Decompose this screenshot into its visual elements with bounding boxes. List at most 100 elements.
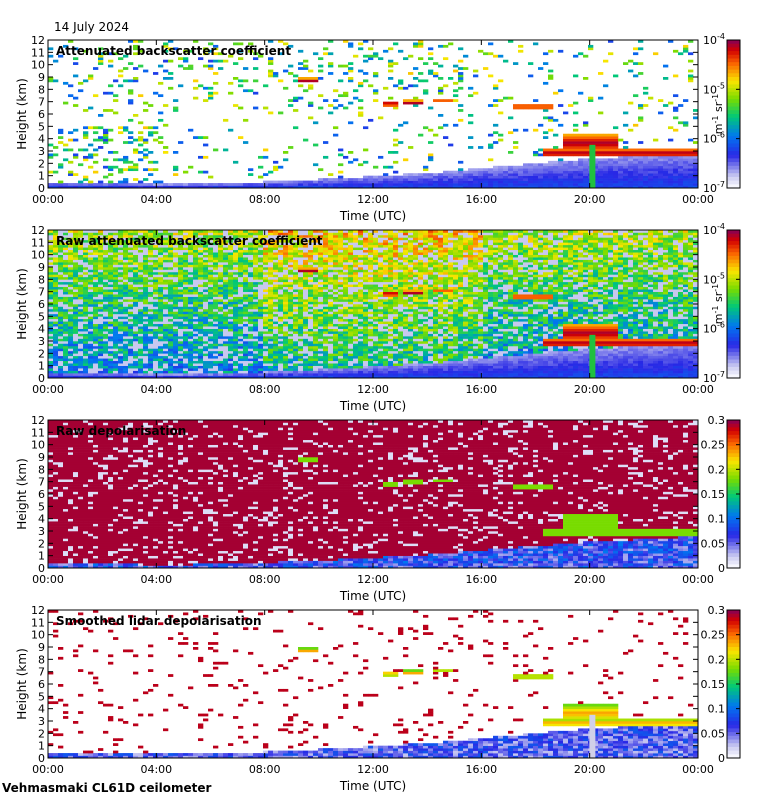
heatmap-cell	[48, 269, 53, 272]
heatmap-cell	[658, 156, 663, 159]
heatmap-cell	[108, 129, 113, 132]
heatmap-cell	[218, 306, 223, 309]
heatmap-cell	[293, 311, 298, 314]
heatmap-cell	[248, 183, 253, 186]
heatmap-cell	[288, 373, 293, 376]
y-tick-label: 10	[31, 59, 45, 72]
heatmap-cell	[188, 257, 193, 260]
heatmap-cell	[223, 356, 228, 359]
heatmap-cell	[203, 363, 208, 366]
heatmap-cell	[658, 178, 663, 181]
heatmap-cell	[238, 289, 243, 292]
heatmap-cell	[88, 166, 93, 169]
heatmap-cell	[238, 292, 243, 295]
heatmap-cell	[103, 371, 108, 374]
heatmap-cell	[153, 72, 158, 75]
heatmap-cell	[138, 279, 143, 282]
heatmap-cell	[493, 166, 498, 169]
heatmap-cell	[163, 361, 168, 364]
heatmap-cell	[538, 149, 543, 152]
heatmap-cell	[373, 166, 378, 169]
heatmap-cell	[268, 287, 273, 290]
heatmap-cell	[73, 299, 78, 302]
heatmap-cell	[248, 277, 253, 280]
heatmap-cell	[268, 336, 273, 339]
heatmap-cell	[258, 361, 263, 364]
heatmap-cell	[153, 314, 158, 317]
heatmap-cell	[308, 87, 313, 90]
heatmap-cell	[248, 89, 253, 92]
heatmap-cell	[203, 346, 208, 349]
heatmap-cell	[178, 341, 183, 344]
heatmap-cell	[58, 358, 63, 361]
heatmap-cell	[258, 297, 263, 300]
heatmap-cell	[213, 324, 218, 327]
heatmap-cell	[118, 331, 123, 334]
heatmap-cell	[123, 321, 128, 324]
heatmap-cell	[78, 292, 83, 295]
heatmap-cell	[233, 282, 238, 285]
heatmap-cell	[233, 294, 238, 297]
heatmap-cell	[123, 297, 128, 300]
heatmap-cell	[208, 60, 213, 63]
heatmap-cell	[383, 181, 388, 184]
heatmap-cell	[118, 304, 123, 307]
heatmap-cell	[233, 272, 238, 275]
heatmap-cell	[188, 306, 193, 309]
heatmap-cell	[473, 171, 478, 174]
heatmap-cell	[133, 287, 138, 290]
heatmap-cell	[303, 289, 308, 292]
heatmap-cell	[653, 183, 658, 186]
heatmap-cell	[398, 82, 403, 85]
heatmap-cell	[278, 311, 283, 314]
heatmap-cell	[283, 252, 288, 255]
heatmap-cell	[573, 163, 578, 166]
heatmap-cell	[53, 274, 58, 277]
heatmap-cell	[88, 314, 93, 317]
heatmap-cell	[168, 260, 173, 263]
heatmap-cell	[158, 262, 163, 265]
heatmap-cell	[223, 334, 228, 337]
colorbar-segment	[727, 114, 740, 118]
heatmap-cell	[483, 67, 488, 70]
heatmap-cell	[138, 284, 143, 287]
heatmap-cell	[183, 321, 188, 324]
heatmap-cell	[513, 168, 518, 171]
heatmap-cell	[388, 166, 393, 169]
heatmap-cell	[68, 368, 73, 371]
heatmap-cell	[638, 149, 643, 152]
heatmap-cell	[183, 341, 188, 344]
heatmap-cell	[148, 255, 153, 258]
heatmap-cell	[53, 336, 58, 339]
heatmap-cell	[293, 306, 298, 309]
heatmap-cell	[303, 67, 308, 70]
heatmap-cell	[193, 343, 198, 346]
heatmap-cell	[118, 329, 123, 332]
heatmap-cell	[183, 356, 188, 359]
heatmap-cell	[448, 99, 453, 102]
heatmap-cell	[198, 311, 203, 314]
heatmap-cell	[428, 141, 433, 144]
heatmap-cell	[598, 139, 603, 142]
heatmap-cell	[303, 371, 308, 374]
heatmap-cell	[138, 304, 143, 307]
heatmap-cell	[498, 171, 503, 174]
heatmap-cell	[93, 341, 98, 344]
heatmap-cell	[83, 343, 88, 346]
heatmap-cell	[638, 156, 643, 159]
heatmap-cell	[303, 284, 308, 287]
heatmap-cell	[253, 341, 258, 344]
heatmap-cell	[298, 309, 303, 312]
heatmap-cell	[118, 343, 123, 346]
heatmap-cell	[128, 99, 133, 102]
heatmap-cell	[133, 348, 138, 351]
heatmap-cell	[98, 331, 103, 334]
heatmap-cell	[268, 250, 273, 253]
heatmap-cell	[568, 168, 573, 171]
heatmap-cell	[603, 153, 608, 156]
heatmap-cell	[268, 316, 273, 319]
heatmap-cell	[103, 302, 108, 305]
heatmap-cell	[63, 329, 68, 332]
heatmap-cell	[173, 297, 178, 300]
heatmap-cell	[48, 79, 53, 82]
